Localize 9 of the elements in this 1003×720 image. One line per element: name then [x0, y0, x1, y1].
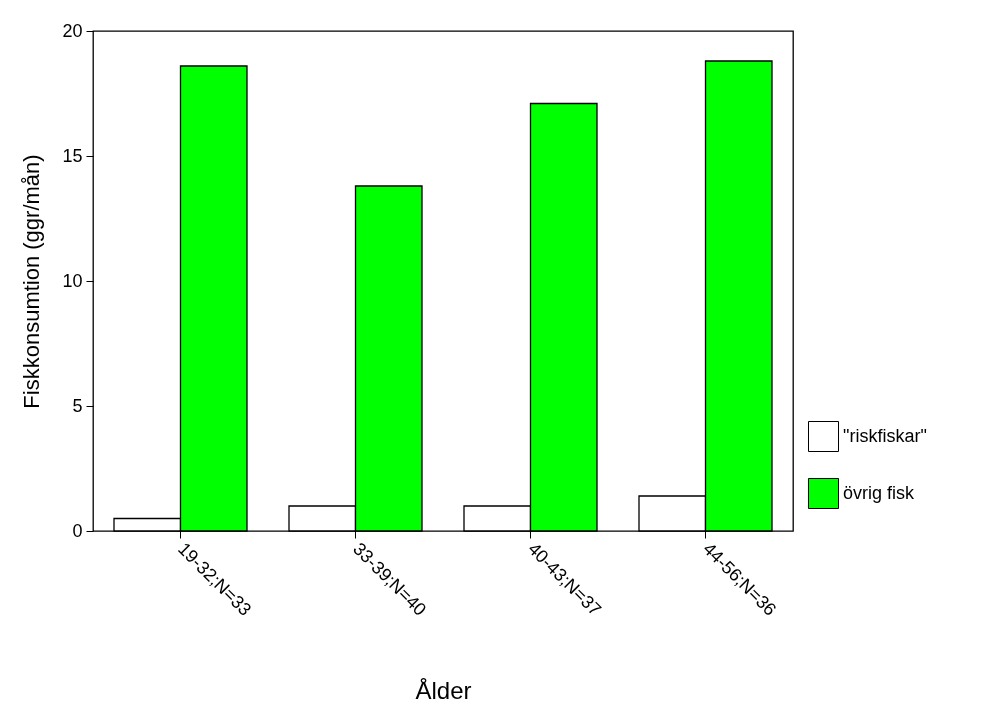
y-axis-title: Fiskkonsumtion (ggr/mån): [19, 154, 45, 409]
y-tick-label: 15: [62, 145, 83, 166]
legend-label: "riskfiskar": [843, 425, 927, 446]
y-tick-label: 0: [72, 520, 83, 541]
y-tick-label: 20: [62, 20, 83, 41]
y-tick-label: 5: [72, 395, 83, 416]
y-tick-label: 10: [62, 270, 83, 291]
legend-label: övrig fisk: [843, 482, 916, 503]
x-axis-title: Ålder: [415, 676, 472, 704]
